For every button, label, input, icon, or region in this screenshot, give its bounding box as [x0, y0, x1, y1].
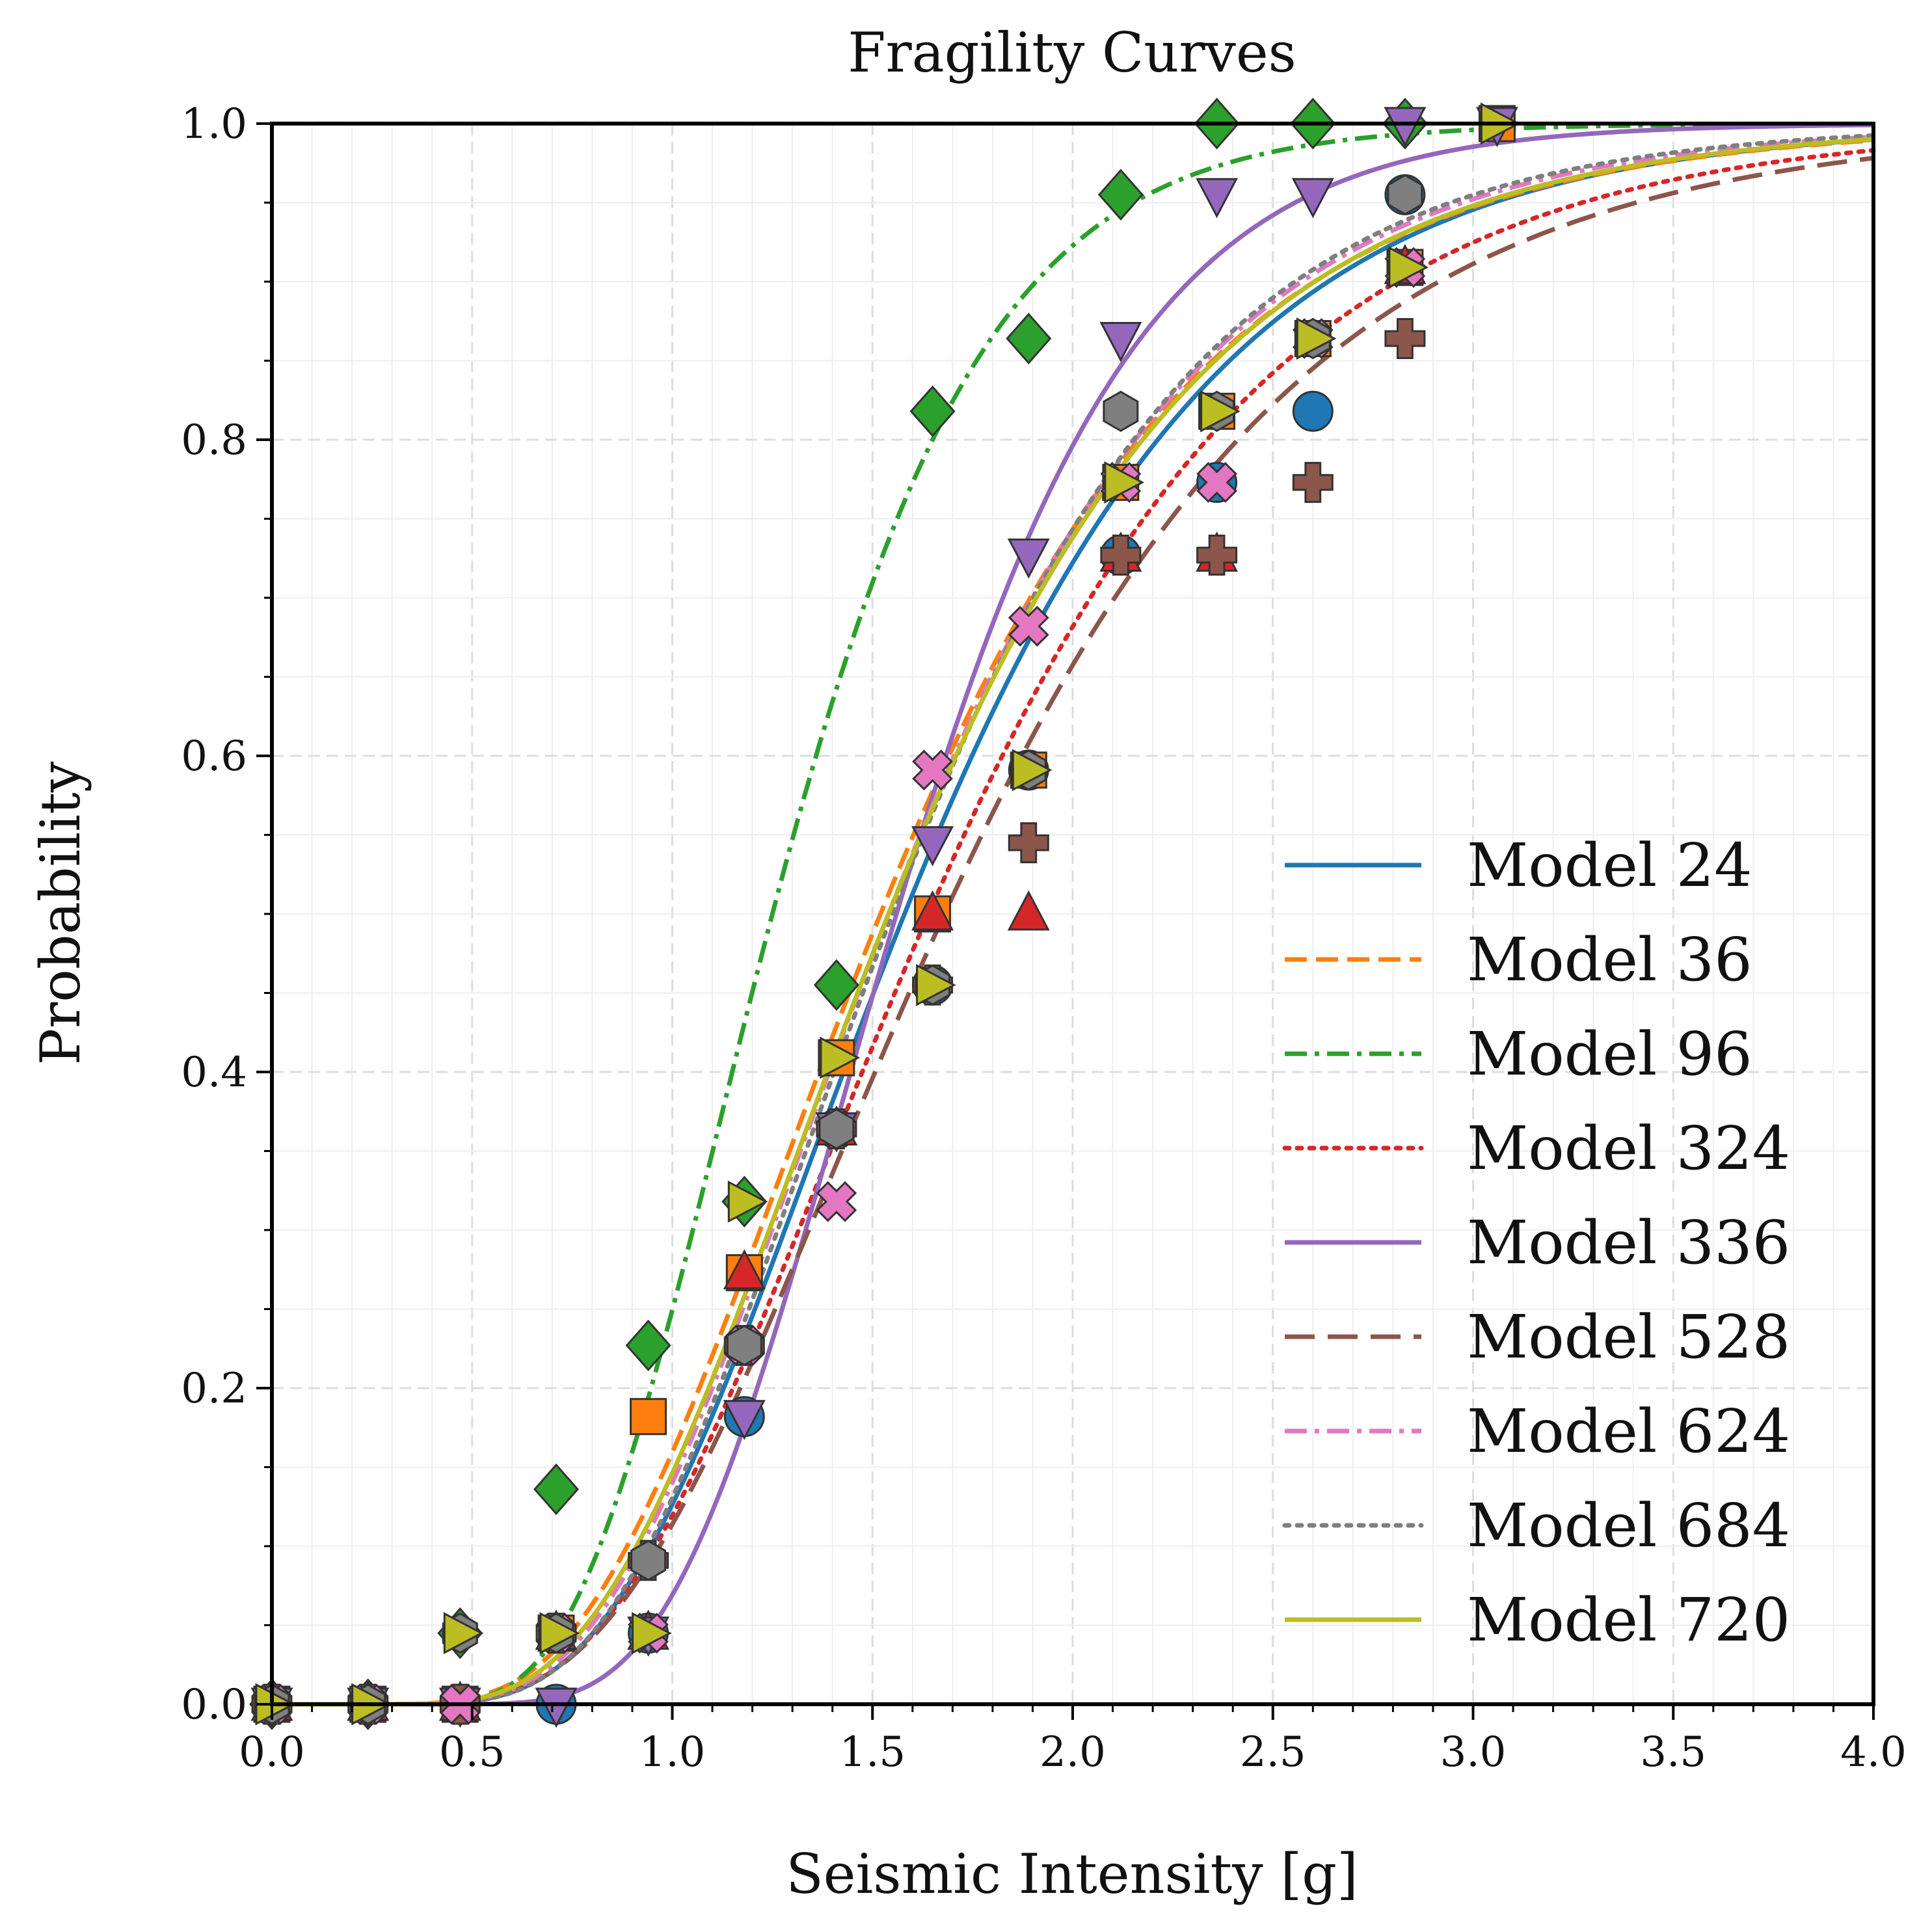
- marker-model-96: [1006, 312, 1052, 365]
- curve-model-96: [272, 122, 1873, 1707]
- legend-label-model-528: Model 528: [1467, 1302, 1790, 1372]
- legend-label-model-684: Model 684: [1467, 1491, 1790, 1560]
- y-tick-label: 1.0: [181, 100, 247, 148]
- legend-label-model-36: Model 36: [1467, 925, 1752, 995]
- marker-model-96: [813, 959, 859, 1011]
- marker-model-720: [727, 1180, 768, 1223]
- marker-model-336: [535, 1687, 578, 1728]
- y-tick-label: 0.4: [181, 1049, 247, 1097]
- x-tick-label: 2.0: [1040, 1728, 1106, 1776]
- curve-model-624: [272, 135, 1874, 1707]
- legend-label-model-324: Model 324: [1467, 1114, 1790, 1183]
- y-tick-label: 0.8: [181, 416, 247, 464]
- x-tick-label: 3.5: [1640, 1728, 1706, 1776]
- y-axis-label: Probability: [29, 761, 92, 1065]
- x-tick-label: 2.5: [1240, 1728, 1306, 1776]
- y-tick-label: 0.0: [181, 1681, 247, 1729]
- marker-model-336: [911, 826, 954, 866]
- data-markers: [249, 98, 1521, 1730]
- fragility-curves: [269, 122, 1876, 1707]
- marker-model-96: [1097, 168, 1144, 221]
- marker-model-336: [1007, 538, 1050, 579]
- marker-model-684: [818, 1108, 855, 1150]
- marker-model-720: [1200, 390, 1241, 433]
- marker-model-528: [1100, 534, 1142, 576]
- marker-model-528: [1008, 822, 1049, 864]
- marker-model-528: [1196, 534, 1238, 576]
- marker-model-720: [539, 1612, 580, 1655]
- marker-model-96: [625, 1319, 671, 1372]
- marker-model-96: [909, 385, 956, 438]
- marker-model-24: [1292, 390, 1334, 432]
- x-axis-label: Seismic Intensity [g]: [786, 1842, 1358, 1906]
- marker-model-528: [1292, 462, 1334, 503]
- marker-model-720: [1012, 749, 1053, 792]
- marker-model-624: [816, 1181, 857, 1222]
- x-tick-label: 3.0: [1440, 1728, 1507, 1776]
- marker-model-720: [1296, 317, 1337, 360]
- marker-model-684: [1103, 390, 1139, 433]
- marker-model-624: [1196, 462, 1238, 503]
- legend-label-model-96: Model 96: [1467, 1019, 1752, 1089]
- y-tick-label: 0.2: [181, 1365, 247, 1413]
- marker-model-720: [1388, 246, 1429, 289]
- marker-model-720: [632, 1612, 672, 1655]
- marker-model-96: [533, 1463, 579, 1516]
- marker-model-36: [630, 1398, 667, 1436]
- marker-model-624: [912, 749, 953, 791]
- axis-ticks: 0.0 0.5 1.0 1.5 2.0 2.5 3.0 3.5 4.0 0.0 0.2 0.4 0.6 0…: [181, 100, 1907, 1776]
- marker-model-336: [723, 1400, 766, 1440]
- marker-model-336: [1196, 178, 1239, 219]
- marker-model-624: [1008, 606, 1049, 647]
- marker-model-684: [630, 1540, 667, 1581]
- legend-label-model-24: Model 24: [1467, 831, 1752, 900]
- marker-model-684: [1387, 174, 1423, 216]
- marker-model-684: [726, 1324, 762, 1367]
- marker-model-336: [1099, 322, 1142, 362]
- curve-model-684: [269, 133, 1876, 1707]
- x-tick-label: 1.5: [839, 1728, 906, 1776]
- grid: [272, 124, 1873, 1704]
- marker-model-528: [1384, 318, 1426, 359]
- curve-model-720: [272, 137, 1874, 1707]
- marker-model-324: [911, 890, 954, 931]
- marker-model-720: [916, 963, 956, 1006]
- legend-label-model-336: Model 336: [1467, 1208, 1790, 1278]
- x-tick-label: 1.0: [639, 1728, 706, 1776]
- marker-model-324: [1007, 890, 1050, 931]
- marker-model-324: [723, 1249, 766, 1290]
- y-tick-label: 0.6: [181, 732, 247, 781]
- legend: Model 24 Model 36 Model 96 Model 324 Model 3…: [1282, 831, 1790, 1655]
- x-tick-label: 0.0: [239, 1728, 305, 1776]
- x-tick-label: 4.0: [1840, 1728, 1907, 1776]
- x-tick-label: 0.5: [439, 1728, 505, 1776]
- chart-title: Fragility Curves: [848, 21, 1296, 85]
- legend-label-model-720: Model 720: [1467, 1585, 1790, 1655]
- marker-model-720: [1104, 461, 1145, 504]
- marker-model-720: [443, 1612, 484, 1655]
- marker-model-720: [820, 1036, 861, 1079]
- marker-model-336: [1384, 107, 1427, 148]
- legend-label-model-624: Model 624: [1467, 1397, 1790, 1466]
- marker-model-336: [1291, 178, 1334, 219]
